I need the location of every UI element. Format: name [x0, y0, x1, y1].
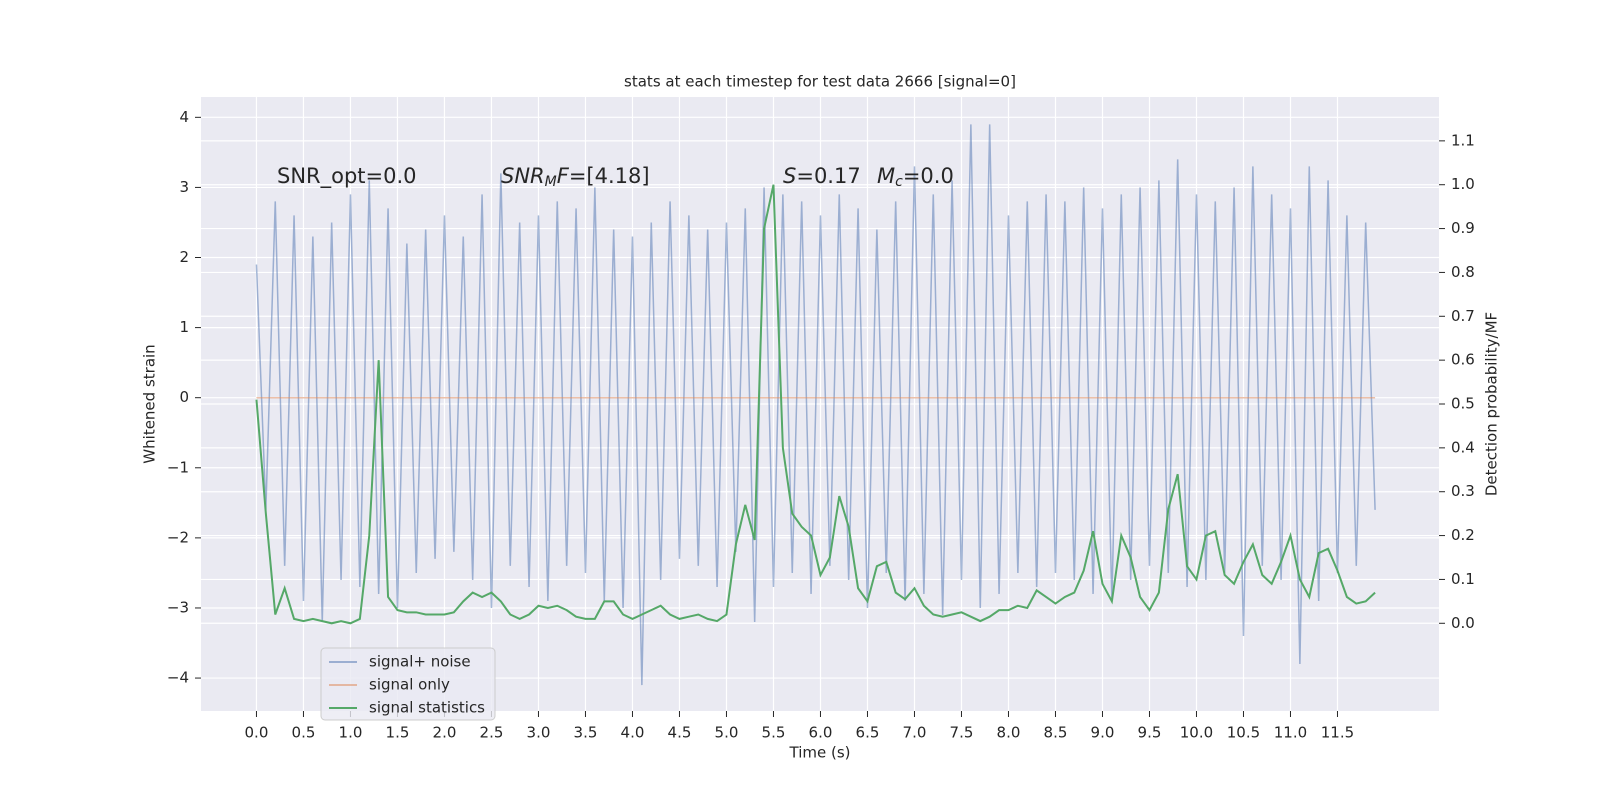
annotation: SNR_opt=0.0 — [277, 164, 417, 189]
x-tick-label: 6.5 — [856, 724, 880, 742]
x-tick-label: 8.0 — [997, 724, 1021, 742]
x-tick-label: 10.5 — [1227, 724, 1260, 742]
x-tick-label: 7.5 — [950, 724, 974, 742]
x-tick-label: 11.5 — [1321, 724, 1354, 742]
x-axis-label: Time (s) — [789, 744, 851, 762]
legend-box — [320, 647, 496, 721]
y2-tick-label: 1.1 — [1451, 131, 1475, 149]
y-tick-label: 4 — [179, 108, 189, 126]
x-tick-label: 3.5 — [574, 724, 598, 742]
y2-tick-label: 0.1 — [1451, 570, 1475, 588]
annotation: Mc=0.0 — [877, 164, 954, 190]
x-tick-label: 3.0 — [527, 724, 551, 742]
annotation-part: =[4.18] — [569, 164, 650, 188]
y2-tick-label: 0.3 — [1451, 482, 1475, 500]
x-tick-label: 0.5 — [292, 724, 316, 742]
y2-tick-label: 0.0 — [1451, 614, 1475, 632]
annotation-part: c — [895, 174, 903, 190]
x-tick-label: 1.0 — [339, 724, 363, 742]
annotation-part: M — [545, 174, 557, 190]
y-tick-label: −1 — [167, 458, 189, 476]
chart-title: stats at each timestep for test data 266… — [624, 73, 1016, 91]
annotation-part: S — [783, 164, 796, 188]
x-tick-label: 9.0 — [1091, 724, 1115, 742]
annotation: SNRMF=[4.18] — [501, 164, 650, 190]
y-tick-label: 3 — [179, 178, 189, 196]
x-tick-label: 0.0 — [245, 724, 269, 742]
legend-label: signal only — [369, 676, 450, 694]
y-tick-label: −2 — [167, 528, 189, 546]
legend-label: signal+ noise — [369, 653, 471, 671]
annotation-part: =0.0 — [903, 164, 954, 188]
annotation-part: SNR — [501, 164, 545, 188]
y2-tick-label: 1.0 — [1451, 175, 1475, 193]
x-tick-label: 5.5 — [762, 724, 786, 742]
y2-tick-label: 0.8 — [1451, 263, 1475, 281]
annotation-part: SNR_opt=0.0 — [277, 164, 417, 189]
y-tick-label: −3 — [167, 598, 189, 616]
y2-tick-label: 0.7 — [1451, 307, 1475, 325]
annotation-part: =0.17 — [796, 164, 860, 188]
annotation-part: F — [557, 164, 570, 188]
y-tick-label: 2 — [179, 248, 189, 266]
annotation: S=0.17 — [783, 164, 861, 188]
x-tick-label: 5.0 — [715, 724, 739, 742]
x-tick-label: 11.0 — [1274, 724, 1307, 742]
y2-tick-label: 0.6 — [1451, 351, 1475, 369]
y2-tick-label: 0.4 — [1451, 438, 1475, 456]
x-tick-label: 1.5 — [386, 724, 410, 742]
y-tick-label: 0 — [179, 388, 189, 406]
series-line — [255, 124, 1376, 686]
y2-tick-label: 0.9 — [1451, 219, 1475, 237]
y2-axis-label: Detection probability/MF — [1483, 312, 1501, 496]
y2-tick-label: 0.5 — [1451, 395, 1475, 413]
x-tick-label: 7.0 — [903, 724, 927, 742]
x-tick-label: 4.5 — [668, 724, 692, 742]
y-tick-label: 1 — [179, 318, 189, 336]
y-axis-label: Whitened strain — [141, 344, 159, 463]
x-tick-label: 4.0 — [621, 724, 645, 742]
x-tick-label: 8.5 — [1044, 724, 1068, 742]
annotation-part: M — [877, 164, 895, 188]
series-line — [255, 184, 1376, 625]
legend-label: signal statistics — [369, 699, 485, 717]
x-tick-label: 6.0 — [809, 724, 833, 742]
x-tick-label: 10.0 — [1180, 724, 1213, 742]
x-tick-label: 9.5 — [1138, 724, 1162, 742]
y2-tick-label: 0.2 — [1451, 526, 1475, 544]
x-tick-label: 2.0 — [433, 724, 457, 742]
y-tick-label: −4 — [167, 669, 189, 687]
x-tick-label: 2.5 — [480, 724, 504, 742]
